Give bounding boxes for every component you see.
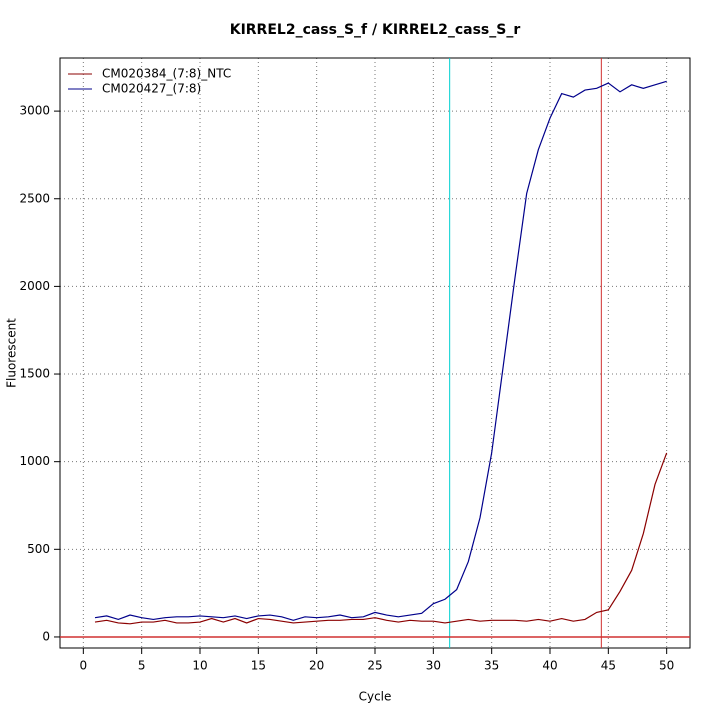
x-tick-label: 50 — [659, 659, 674, 673]
chart-title: KIRREL2_cass_S_f / KIRREL2_cass_S_r — [230, 22, 521, 38]
x-tick-label: 40 — [542, 659, 557, 673]
x-tick-label: 10 — [192, 659, 207, 673]
series-line — [94, 80, 667, 621]
y-tick-label: 500 — [27, 542, 50, 556]
y-tick-label: 0 — [42, 629, 50, 643]
x-tick-label: 45 — [601, 659, 616, 673]
series-line — [94, 452, 668, 625]
x-tick-label: 5 — [138, 659, 146, 673]
x-tick-label: 35 — [484, 659, 499, 673]
x-tick-label: 15 — [251, 659, 266, 673]
y-tick-label: 2000 — [19, 279, 50, 293]
y-tick-label: 2500 — [19, 191, 50, 205]
y-axis-label: Fluorescent — [5, 318, 19, 388]
x-tick-label: 0 — [80, 659, 88, 673]
legend-label: CM020384_(7:8)_NTC — [102, 67, 231, 81]
x-tick-label: 25 — [367, 659, 382, 673]
legend-label: CM020427_(7:8) — [102, 82, 201, 96]
y-tick-label: 1500 — [19, 367, 50, 381]
y-tick-label: 3000 — [19, 104, 50, 118]
y-tick-label: 1000 — [19, 454, 50, 468]
plot-frame — [59, 57, 691, 649]
x-tick-label: 20 — [309, 659, 324, 673]
x-tick-label: 30 — [426, 659, 441, 673]
x-axis-label: Cycle — [359, 690, 392, 704]
